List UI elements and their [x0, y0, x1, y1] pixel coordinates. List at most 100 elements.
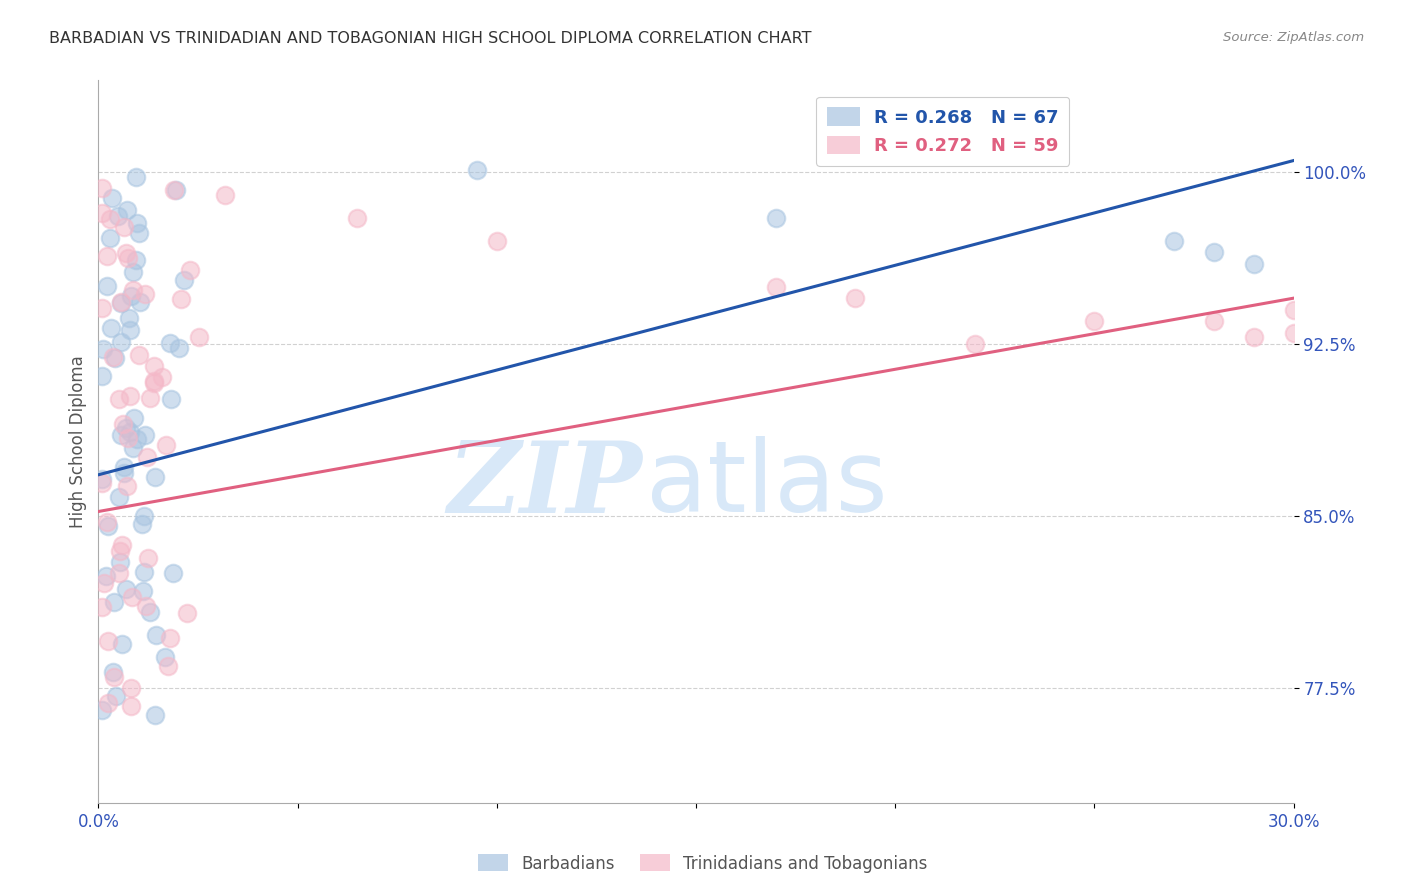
Point — [108, 490, 131, 504]
Point — [117, 252, 139, 266]
Point — [107, 392, 129, 406]
Point — [485, 234, 508, 248]
Point — [110, 296, 132, 310]
Point — [139, 391, 162, 405]
Point — [115, 421, 138, 435]
Point — [91, 342, 114, 356]
Point — [142, 374, 165, 388]
Point — [1202, 314, 1225, 328]
Point — [91, 369, 114, 384]
Point — [120, 323, 142, 337]
Point — [91, 599, 114, 614]
Point — [1282, 326, 1305, 340]
Text: BARBADIAN VS TRINIDADIAN AND TOBAGONIAN HIGH SCHOOL DIPLOMA CORRELATION CHART: BARBADIAN VS TRINIDADIAN AND TOBAGONIAN … — [49, 31, 811, 46]
Point — [110, 294, 132, 309]
Text: atlas: atlas — [645, 436, 887, 533]
Point — [142, 359, 165, 373]
Point — [142, 376, 165, 390]
Point — [162, 566, 184, 581]
Point — [765, 211, 787, 225]
Point — [91, 703, 114, 717]
Point — [134, 287, 156, 301]
Point — [125, 169, 148, 184]
Point — [91, 180, 114, 194]
Point — [1163, 234, 1185, 248]
Point — [132, 583, 155, 598]
Point — [125, 216, 148, 230]
Point — [115, 202, 138, 217]
Point — [176, 606, 198, 620]
Point — [346, 211, 368, 225]
Point — [91, 301, 114, 315]
Point — [1243, 330, 1265, 344]
Point — [128, 348, 150, 362]
Point — [963, 337, 986, 351]
Point — [129, 294, 152, 309]
Point — [103, 594, 125, 608]
Point — [104, 689, 127, 703]
Point — [121, 265, 143, 279]
Point — [104, 351, 127, 365]
Point — [143, 470, 166, 484]
Point — [121, 681, 143, 695]
Point — [91, 206, 114, 220]
Point — [101, 665, 124, 679]
Point — [136, 450, 159, 464]
Point — [1083, 314, 1105, 328]
Point — [122, 441, 145, 455]
Point — [91, 475, 114, 490]
Text: ZIP: ZIP — [447, 437, 643, 533]
Point — [159, 631, 181, 645]
Point — [136, 551, 159, 566]
Point — [173, 273, 195, 287]
Point — [132, 565, 155, 579]
Point — [159, 392, 181, 406]
Point — [94, 569, 117, 583]
Point — [179, 262, 201, 277]
Point — [134, 427, 156, 442]
Point — [110, 544, 132, 558]
Point — [115, 479, 138, 493]
Point — [156, 659, 179, 673]
Point — [165, 183, 187, 197]
Point — [159, 335, 181, 350]
Point — [188, 329, 211, 343]
Point — [1282, 302, 1305, 317]
Point — [139, 606, 162, 620]
Point — [155, 438, 177, 452]
Point — [131, 517, 153, 532]
Point — [121, 590, 143, 604]
Point — [1202, 245, 1225, 260]
Point — [112, 460, 135, 475]
Point — [145, 708, 167, 723]
Point — [765, 279, 787, 293]
Point — [103, 350, 125, 364]
Point — [112, 417, 135, 431]
Point — [110, 428, 132, 442]
Point — [120, 289, 142, 303]
Point — [125, 252, 148, 267]
Point — [111, 538, 134, 552]
Point — [114, 245, 136, 260]
Point — [93, 575, 115, 590]
Point — [112, 219, 135, 234]
Point — [120, 425, 142, 439]
Point — [135, 599, 157, 613]
Point — [91, 472, 114, 486]
Point — [145, 628, 167, 642]
Point — [103, 670, 125, 684]
Point — [155, 650, 177, 665]
Point — [101, 191, 124, 205]
Point — [100, 211, 122, 226]
Point — [167, 341, 190, 355]
Point — [120, 698, 142, 713]
Point — [114, 466, 136, 480]
Legend: R = 0.268   N = 67, R = 0.272   N = 59: R = 0.268 N = 67, R = 0.272 N = 59 — [817, 96, 1070, 166]
Text: Source: ZipAtlas.com: Source: ZipAtlas.com — [1223, 31, 1364, 45]
Point — [118, 310, 141, 325]
Point — [125, 432, 148, 446]
Point — [121, 283, 143, 297]
Point — [214, 187, 236, 202]
Point — [100, 321, 122, 335]
Point — [97, 696, 120, 710]
